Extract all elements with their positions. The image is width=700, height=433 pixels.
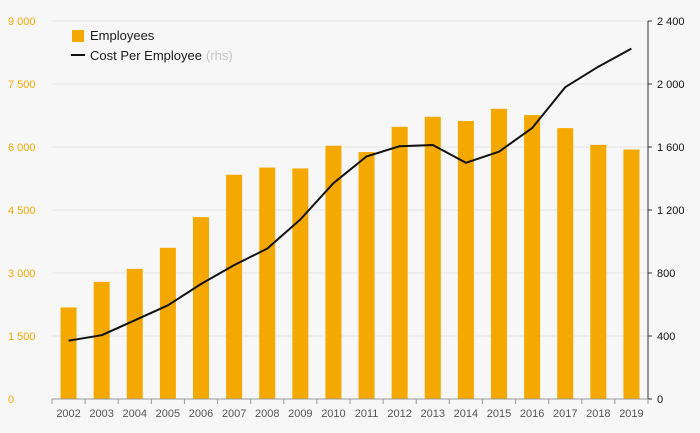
bar-2019 xyxy=(623,149,640,399)
x-tick-label: 2012 xyxy=(387,408,411,420)
x-tick-label: 2011 xyxy=(355,408,379,420)
legend-employees-label: Employees xyxy=(90,28,155,43)
right-tick-label: 2 400 xyxy=(657,16,685,28)
bar-2010 xyxy=(325,145,342,399)
bar-2011 xyxy=(358,152,375,399)
employee-bars xyxy=(60,108,640,400)
legend-cost-label: Cost Per Employee xyxy=(90,48,202,63)
x-tick-label: 2006 xyxy=(189,408,213,420)
bar-2015 xyxy=(491,108,507,399)
bar-2014 xyxy=(457,120,474,400)
left-tick-label: 1 500 xyxy=(8,331,36,343)
x-tick-label: 2007 xyxy=(222,408,246,420)
bar-2017 xyxy=(557,128,574,399)
left-axis-ticks: 0 1 500 3 000 4 500 6 000 7 500 9 000 xyxy=(8,16,36,406)
bar-2006 xyxy=(193,217,209,399)
right-axis-ticks: 0 400 800 1 200 1 600 2 000 2 400 xyxy=(648,16,685,406)
x-tick-label: 2002 xyxy=(56,408,80,420)
right-tick-label: 800 xyxy=(657,268,675,280)
right-tick-label: 1 600 xyxy=(657,142,685,154)
bar-2018 xyxy=(590,144,607,399)
right-tick-label: 2 000 xyxy=(657,79,685,91)
left-tick-label: 4 500 xyxy=(8,205,36,217)
cost-per-employee-line xyxy=(68,47,632,342)
bar-2016 xyxy=(524,115,541,399)
bar-2004 xyxy=(126,268,143,399)
right-tick-label: 400 xyxy=(657,331,675,343)
bar-2013 xyxy=(424,116,441,399)
left-tick-label: 9 000 xyxy=(8,16,36,28)
legend-cost-suffix: (rhs) xyxy=(206,48,233,63)
x-tick-label: 2009 xyxy=(288,408,312,420)
x-tick-label: 2004 xyxy=(123,408,147,420)
x-tick-label: 2017 xyxy=(553,408,577,420)
x-tick-label: 2003 xyxy=(89,408,113,420)
left-tick-label: 7 500 xyxy=(8,79,36,91)
x-axis-ticks: 2002 2003 2004 2005 2006 2007 2008 2009 2010 2011… xyxy=(51,399,649,420)
bar-2007 xyxy=(226,174,243,399)
x-tick-label: 2018 xyxy=(586,408,610,420)
bar-2003 xyxy=(93,281,110,399)
x-tick-label: 2014 xyxy=(454,408,478,420)
x-tick-label: 2008 xyxy=(255,408,279,420)
svg-text:Cost Per Employee(rhs): Cost Per Employee (rhs) xyxy=(90,48,233,63)
left-tick-label: 0 xyxy=(8,394,14,406)
x-tick-label: 2019 xyxy=(619,408,643,420)
bar-2012 xyxy=(391,126,408,399)
bar-2009 xyxy=(292,168,309,399)
x-tick-label: 2016 xyxy=(520,408,544,420)
x-tick-label: 2015 xyxy=(487,408,511,420)
bar-2005 xyxy=(159,247,176,399)
right-tick-label: 1 200 xyxy=(657,205,685,217)
gridlines xyxy=(52,20,648,337)
legend: Employees Cost Per Employee (rhs) xyxy=(71,28,233,63)
x-tick-label: 2013 xyxy=(421,408,445,420)
bar-2002 xyxy=(60,307,77,399)
legend-employees-swatch xyxy=(72,30,84,42)
left-tick-label: 6 000 xyxy=(8,142,36,154)
right-tick-label: 0 xyxy=(657,394,663,406)
x-tick-label: 2010 xyxy=(321,408,345,420)
bar-2008 xyxy=(259,167,276,399)
x-tick-label: 2005 xyxy=(156,408,180,420)
left-tick-label: 3 000 xyxy=(8,268,36,280)
